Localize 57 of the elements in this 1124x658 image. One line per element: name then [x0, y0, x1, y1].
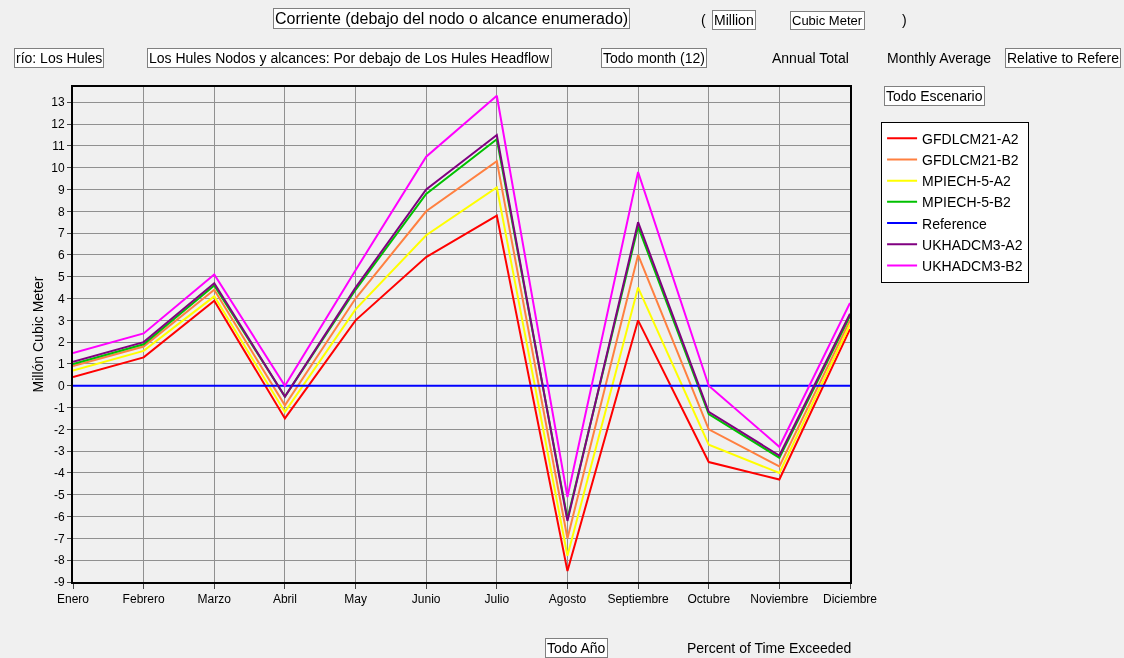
y-tick-label: 9: [57, 182, 65, 197]
x-tick-label: Febrero: [122, 592, 165, 607]
x-tick-label: Agosto: [548, 592, 587, 607]
y-axis-title: Millón Cubic Meter: [30, 276, 47, 393]
x-tick-label: Diciembre: [822, 592, 878, 607]
x-tick-label: Octubre: [687, 592, 731, 607]
x-tick-label: Noviembre: [750, 592, 809, 607]
x-tick-label: Marzo: [197, 592, 232, 607]
y-tick-label: 7: [57, 226, 65, 241]
y-tick-label: -8: [53, 553, 65, 568]
text: Todo Escenario: [886, 88, 983, 104]
x-tick-label: Enero: [56, 592, 90, 607]
y-tick-label: 3: [57, 313, 65, 328]
x-tick-label: Septiembre: [607, 592, 670, 607]
x-tick-label: Abril: [272, 592, 297, 607]
legend-label: GFDLCM21-A2: [922, 130, 1019, 147]
y-tick-label: 10: [51, 160, 65, 175]
legend-label: MPIECH-5-A2: [922, 173, 1011, 190]
legend-label: UKHADCM3-B2: [922, 257, 1023, 274]
y-tick-label: -6: [53, 509, 65, 524]
y-tick-label: 2: [57, 335, 65, 350]
y-tick-label: -3: [53, 444, 65, 459]
y-tick-label: 0: [57, 378, 65, 393]
text: Monthly Average: [887, 50, 992, 66]
text: ): [902, 12, 907, 28]
y-tick-label: 12: [51, 117, 65, 132]
text: (: [701, 12, 706, 28]
y-tick-label: 11: [52, 139, 65, 154]
y-tick-label: 5: [57, 269, 65, 284]
text: Todo month (12): [603, 50, 705, 66]
legend-label: Reference: [922, 215, 987, 232]
text: Million: [714, 12, 754, 28]
y-tick-label: 4: [57, 291, 65, 306]
y-tick-label: -5: [53, 487, 65, 502]
legend-label: GFDLCM21-B2: [922, 151, 1019, 168]
y-tick-label: 8: [57, 204, 65, 219]
text: Cubic Meter: [792, 13, 863, 28]
legend-label: UKHADCM3-A2: [922, 236, 1023, 253]
y-tick-label: -2: [53, 422, 65, 437]
text: Relative to Refere: [1007, 50, 1120, 66]
text: Annual Total: [772, 50, 849, 66]
text: Percent of Time Exceeded: [687, 640, 852, 656]
chart-title: Corriente (debajo del nodo o alcance enumerado): [275, 10, 629, 27]
y-tick-label: -7: [53, 531, 65, 546]
x-tick-label: May: [344, 592, 367, 607]
x-tick-label: Junio: [411, 592, 441, 607]
y-tick-label: -9: [53, 575, 65, 590]
text: Los Hules Nodos y alcances: Por debajo de Los Hules Headflow: [149, 50, 550, 66]
y-tick-label: -1: [53, 400, 65, 415]
text: Todo Año: [547, 640, 606, 656]
y-tick-label: 13: [51, 95, 65, 110]
legend-label: MPIECH-5-B2: [922, 194, 1011, 211]
y-tick-label: 6: [57, 248, 65, 263]
text: río: Los Hules: [16, 50, 103, 66]
x-tick-label: Julio: [484, 592, 510, 607]
y-tick-label: 1: [57, 357, 65, 372]
y-tick-label: -4: [53, 466, 65, 481]
